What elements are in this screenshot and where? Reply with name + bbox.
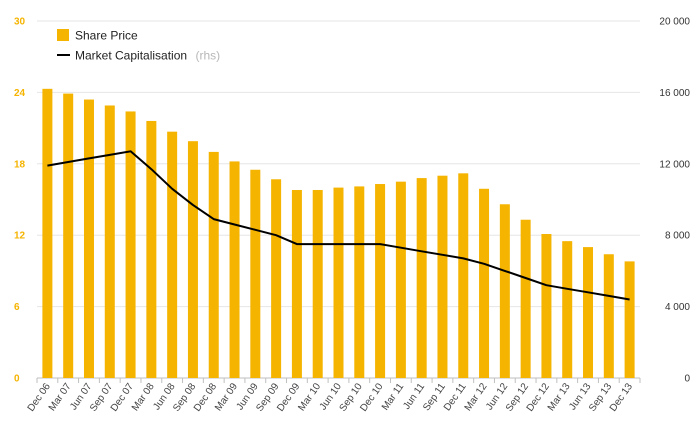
right-axis-tick-label: 12 000 <box>659 159 690 170</box>
share-price-bar <box>624 261 635 378</box>
share-price-bar <box>42 88 53 378</box>
x-axis-tick-label: Mar 10 <box>296 381 323 413</box>
left-axis: 0 6 12 18 24 30 <box>14 17 26 385</box>
share-price-bar <box>354 186 365 378</box>
right-axis-tick-label: 20 000 <box>659 17 690 28</box>
share-price-bar <box>541 234 552 378</box>
left-axis-tick-label: 30 <box>14 17 26 28</box>
share-price-bar <box>603 254 614 378</box>
share-price-bar <box>312 189 323 378</box>
share-price-bar <box>125 111 136 378</box>
market-cap-line <box>47 150 630 301</box>
x-axis-tick-label: Dec 13 <box>608 381 635 414</box>
x-axis-tick-label: Mar 07 <box>47 381 74 413</box>
share-price-bar <box>167 131 178 378</box>
share-price-bar <box>437 175 448 378</box>
right-axis-tick-label: 16 000 <box>659 88 690 99</box>
right-axis-tick-label: 8 000 <box>665 231 690 242</box>
legend-label-market-cap-group: Market Capitalisation (rhs) <box>75 47 220 64</box>
share-price-bar <box>104 105 115 379</box>
share-price-bar <box>562 241 573 378</box>
legend-label-share-price: Share Price <box>75 29 138 43</box>
left-axis-tick-label: 24 <box>14 88 26 99</box>
x-axis-tick-label: Mar 12 <box>463 381 490 413</box>
right-axis-tick-label: 0 <box>684 374 690 385</box>
share-price-bar <box>63 93 74 378</box>
x-axis-tick-label: Dec 10 <box>358 381 385 414</box>
legend-label-rhs-note: (rhs) <box>196 49 221 63</box>
x-axis-tick-label: Mar 09 <box>213 381 240 413</box>
share-price-bar <box>291 189 302 378</box>
right-axis-tick-label: 4 000 <box>665 302 690 313</box>
share-price-bar <box>416 178 427 378</box>
share-price-bars <box>42 88 635 379</box>
market-cap-line-layer <box>47 150 630 301</box>
share-price-bar <box>499 204 510 378</box>
right-axis: 0 4 000 8 000 12 000 16 000 20 000 <box>659 17 690 385</box>
share-price-bar <box>458 173 469 378</box>
share-price-bar <box>208 151 219 378</box>
share-price-bar <box>229 161 240 378</box>
share-price-bar <box>395 181 406 378</box>
share-price-bar <box>375 184 386 378</box>
share-price-bar <box>83 99 94 378</box>
left-axis-tick-label: 18 <box>14 159 26 170</box>
legend-label-market-cap: Market Capitalisation <box>75 49 187 63</box>
share-price-bar <box>583 247 594 378</box>
left-axis-tick-label: 12 <box>14 231 26 242</box>
legend: Share Price Market Capitalisation (rhs) <box>57 29 220 64</box>
left-axis-tick-label: 6 <box>14 302 20 313</box>
share-price-bar <box>187 141 198 378</box>
x-axis-tick-label: Mar 11 <box>380 381 407 413</box>
left-axis-tick-label: 0 <box>14 374 20 385</box>
legend-swatch-share-price <box>57 29 69 41</box>
share-price-bar <box>146 120 157 379</box>
x-axis-tick-label: Mar 08 <box>130 381 157 413</box>
share-price-bar <box>250 169 261 378</box>
share-price-bar <box>333 187 344 378</box>
share-price-bar <box>271 179 282 378</box>
share-price-bar <box>520 219 531 378</box>
x-axis-tick-label: Mar 13 <box>546 381 573 413</box>
share-price-bar <box>479 188 490 378</box>
